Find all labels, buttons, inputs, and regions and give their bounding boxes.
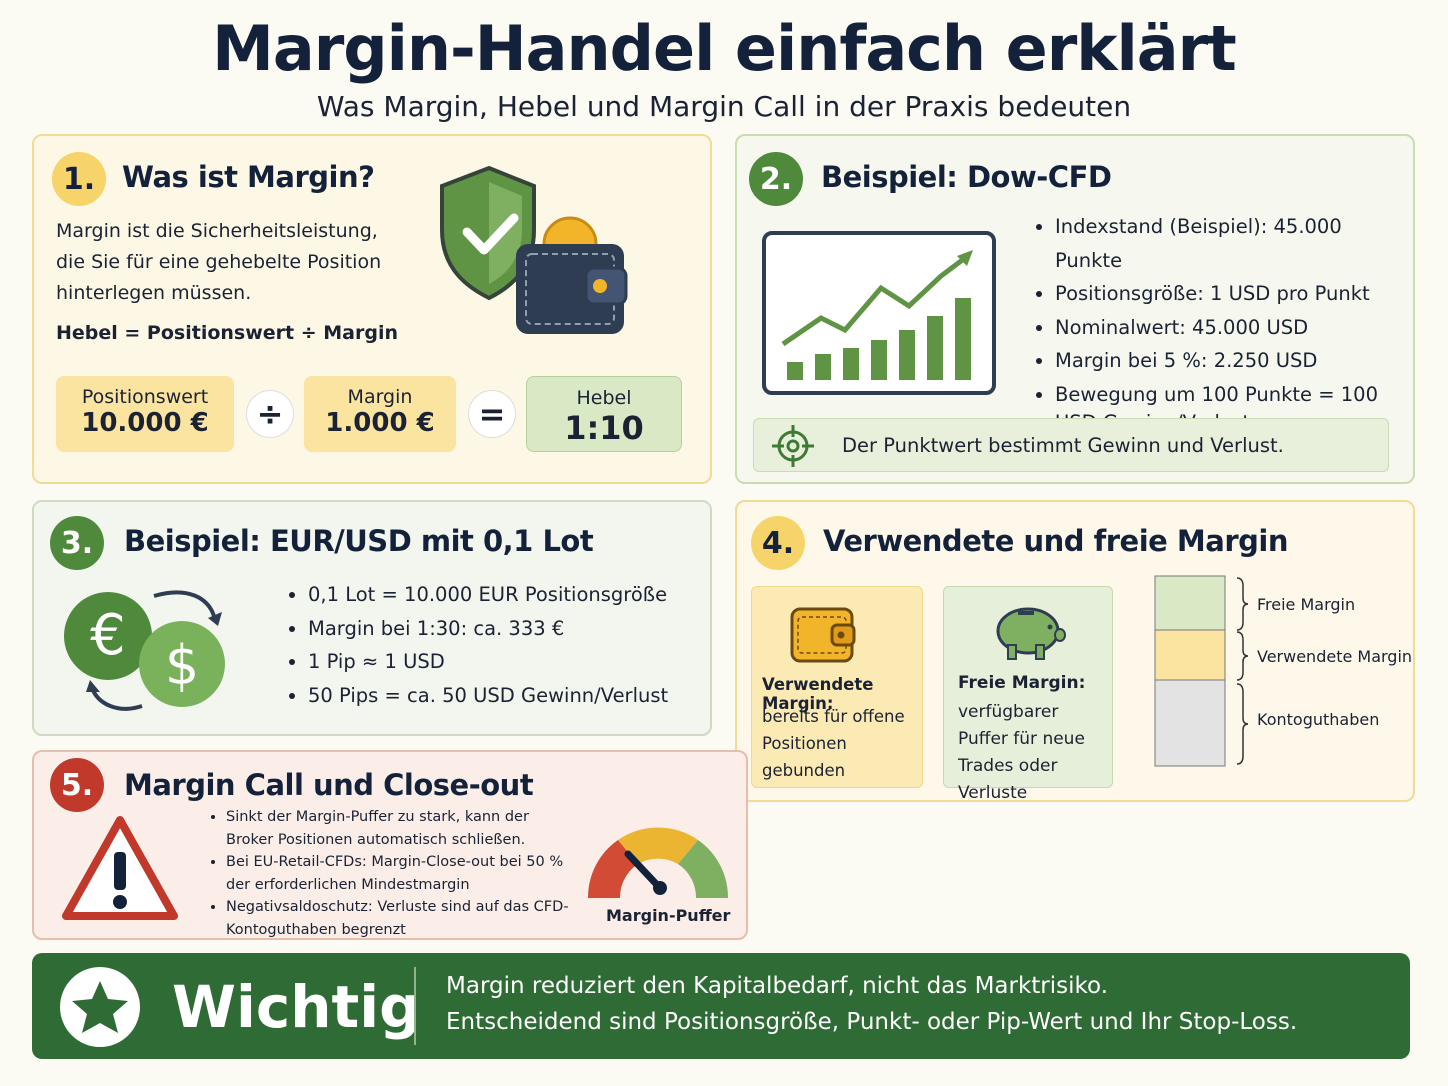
text: Margin ist die Sicherheitsleistung, die … (56, 220, 382, 304)
box-value: 1.000 € (325, 408, 435, 438)
value-box: Hebel 1:10 (526, 376, 682, 452)
bullet: 50 Pips = ca. 50 USD Gewinn/Verlust (308, 679, 686, 713)
box-value: 10.000 € (81, 408, 209, 438)
operator: = (468, 390, 516, 438)
box-label: Margin (347, 386, 413, 408)
footer-line: Entscheidend sind Positionsgröße, Punkt-… (446, 1009, 1298, 1035)
formula: Hebel = Positionswert ÷ Margin (56, 322, 398, 344)
bullet: Margin bei 5 %: 2.250 USD (1055, 344, 1403, 378)
legend-label: Freie Margin (1257, 595, 1356, 614)
footer-title: Wichtig (172, 973, 421, 1041)
box-label: Hebel (576, 387, 632, 409)
note: Der Punktwert bestimmt Gewinn und Verlus… (842, 434, 1284, 457)
chart-icon (762, 231, 996, 395)
badge: 3. (50, 516, 104, 570)
bullet-list: 0,1 Lot = 10.000 EUR Positionsgröße Marg… (286, 578, 686, 712)
footer: Wichtig Margin reduziert den Kapitalbeda… (32, 953, 1410, 1059)
panel-1: 1. Was ist Margin? Margin ist die Sicher… (32, 134, 712, 484)
panel-title: Was ist Margin? (122, 160, 375, 194)
divider (414, 967, 416, 1045)
card-text: verfügbarer Puffer für neue Trades oder … (958, 702, 1085, 803)
badge: 1. (52, 152, 106, 206)
svg-text:$: $ (165, 634, 199, 697)
star-icon (60, 967, 140, 1047)
badge: 5. (50, 758, 104, 812)
bullet-list: Sinkt der Margin-Puffer zu stark, kann d… (204, 806, 574, 941)
panel-title: Verwendete und freie Margin (823, 524, 1289, 558)
card: Verwendete Margin: bereits für offene Po… (751, 586, 923, 788)
title: Margin-Handel einfach erklärt (212, 12, 1237, 85)
bullet: Negativsaldoschutz: Verluste sind auf da… (226, 896, 574, 941)
card-title: Verwendete Margin: (762, 675, 874, 713)
bullet: Positionsgröße: 1 USD pro Punkt (1055, 277, 1403, 311)
card-text: bereits für offene Positionen gebunden (762, 707, 905, 780)
card-title: Freie Margin: (958, 673, 1086, 693)
bullet: Sinkt der Margin-Puffer zu stark, kann d… (226, 806, 574, 851)
bullet: Nominalwert: 45.000 USD (1055, 311, 1403, 345)
legend-label: Kontoguthaben (1257, 710, 1380, 729)
warning-icon (62, 816, 178, 920)
value-box: Positionswert 10.000 € (56, 376, 234, 452)
bullet: Indexstand (Beispiel): 45.000 Punkte (1055, 210, 1403, 277)
badge: 4. (751, 516, 805, 570)
currency-icon: € $ (64, 590, 225, 711)
bullet: Bei EU-Retail-CFDs: Margin-Close-out bei… (226, 851, 574, 896)
panel-title: Beispiel: Dow-CFD (821, 160, 1112, 194)
gauge-label: Margin-Puffer (606, 906, 731, 925)
svg-text:€: € (90, 603, 126, 668)
wallet-icon (790, 607, 856, 663)
note-box: Der Punktwert bestimmt Gewinn und Verlus… (753, 418, 1389, 472)
gauge-icon (587, 827, 729, 898)
card: Freie Margin: verfügbarer Puffer für neu… (943, 586, 1113, 803)
shield-wallet-icon (440, 165, 628, 334)
legend-label: Verwendete Margin (1257, 647, 1413, 666)
subtitle: Was Margin, Hebel und Margin Call in der… (316, 90, 1132, 123)
bullet: Margin bei 1:30: ca. 333 € (308, 612, 686, 646)
footer-line: Margin reduziert den Kapitalbedarf, nich… (446, 973, 1109, 999)
box-label: Positionswert (81, 386, 209, 408)
box-value: 1:10 (564, 409, 644, 447)
bullet: 0,1 Lot = 10.000 EUR Positionsgröße (308, 578, 686, 612)
panel-4: 4. Verwendete und freie Margin Verwendet… (735, 500, 1415, 803)
panel-2: 2. Beispiel: Dow-CFD Indexstand (Beispie… (735, 134, 1415, 484)
badge: 2. (749, 152, 803, 206)
target-icon (772, 425, 814, 467)
stack-icon (1154, 575, 1249, 767)
bullet: 1 Pip ≈ 1 USD (308, 645, 686, 679)
value-box: Margin 1.000 € (304, 376, 456, 452)
bullet-list: Indexstand (Beispiel): 45.000 Punkte Pos… (1033, 210, 1403, 437)
panel-5: 5. Margin Call und Close-out Sinkt der M… (32, 750, 748, 940)
piggy-icon (996, 607, 1066, 660)
panel-3: 3. Beispiel: EUR/USD mit 0,1 Lot € $ 0,1… (32, 500, 712, 736)
operator: ÷ (246, 390, 294, 438)
panel-title: Margin Call und Close-out (124, 768, 534, 802)
panel-title: Beispiel: EUR/USD mit 0,1 Lot (124, 524, 594, 558)
